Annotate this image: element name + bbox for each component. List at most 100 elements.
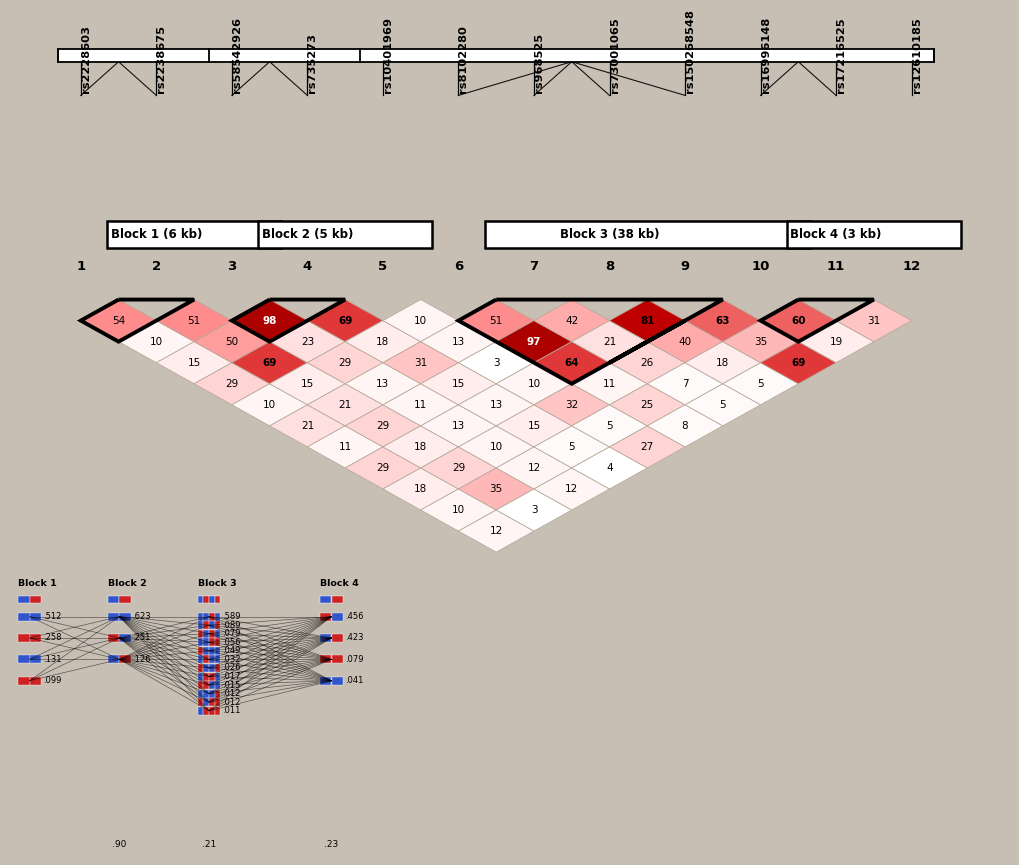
Polygon shape [685,384,760,426]
Text: rs150268548: rs150268548 [685,10,694,93]
Text: 29: 29 [376,463,389,473]
Polygon shape [420,362,495,405]
Polygon shape [647,362,722,405]
Text: 19: 19 [828,336,842,347]
Polygon shape [458,299,534,342]
Polygon shape [534,384,609,426]
Text: .456: .456 [344,612,363,621]
Bar [58,49,933,61]
Text: rs73001065: rs73001065 [609,17,619,93]
Bar [331,596,342,603]
Text: 15: 15 [301,379,314,388]
Bar [18,612,30,620]
Text: .258: .258 [43,633,61,643]
Text: 10: 10 [489,442,502,452]
Bar [209,698,215,706]
Text: .251: .251 [132,633,151,643]
Bar [108,612,119,620]
Bar [209,664,215,672]
Bar [215,630,220,638]
Bar [204,681,209,689]
Polygon shape [344,405,420,447]
Text: 7: 7 [529,260,538,273]
Polygon shape [231,342,307,384]
Bar [30,634,41,642]
Bar [119,612,130,620]
Bar [204,596,209,603]
Text: .012: .012 [222,698,240,707]
Polygon shape [269,405,344,447]
Text: 13: 13 [376,379,389,388]
Bar [204,664,209,672]
Text: rs16996148: rs16996148 [760,17,769,93]
Text: 11: 11 [602,379,615,388]
Text: 15: 15 [451,379,465,388]
Text: 31: 31 [866,316,879,325]
Polygon shape [609,342,685,384]
Bar [198,689,204,698]
Text: 27: 27 [640,442,653,452]
Bar [331,656,342,663]
Bar [215,621,220,629]
Polygon shape [382,468,458,510]
Text: rs2238675: rs2238675 [156,25,166,93]
Text: .079: .079 [222,629,240,638]
Text: 10: 10 [263,400,276,410]
Text: 5: 5 [756,379,763,388]
Polygon shape [722,321,798,362]
Text: 98: 98 [262,316,276,325]
Polygon shape [572,447,647,489]
Polygon shape [382,342,458,384]
Text: 50: 50 [225,336,238,347]
Text: 29: 29 [376,421,389,431]
Polygon shape [81,299,156,342]
Bar [215,707,220,714]
Bar [209,672,215,681]
Bar [209,656,215,663]
Text: 5: 5 [378,260,387,273]
Bar [198,621,204,629]
Text: 21: 21 [338,400,352,410]
Text: 42: 42 [565,316,578,325]
Polygon shape [572,321,647,362]
Text: 10: 10 [150,336,163,347]
Text: 69: 69 [791,358,805,368]
Bar [204,630,209,638]
Polygon shape [382,426,458,468]
Text: Block 2 (5 kb): Block 2 (5 kb) [262,227,353,240]
Text: .032: .032 [222,655,240,664]
Text: .21: .21 [202,841,216,849]
Bar [204,638,209,646]
Bar [108,656,119,663]
Text: 13: 13 [451,421,465,431]
Bar [215,698,220,706]
Bar [215,656,220,663]
Bar [198,664,204,672]
Polygon shape [420,489,495,531]
Polygon shape [194,321,269,362]
Text: 12: 12 [527,463,540,473]
Bar [18,596,30,603]
Bar [30,656,41,663]
Polygon shape [382,384,458,426]
Text: rs968525: rs968525 [534,33,543,93]
Bar [320,634,331,642]
Text: 64: 64 [564,358,579,368]
Text: .089: .089 [222,620,240,630]
Bar [215,647,220,655]
Text: 35: 35 [753,336,766,347]
Polygon shape [420,321,495,362]
Text: Block 4 (3 kb): Block 4 (3 kb) [790,227,880,240]
Bar [215,638,220,646]
Text: 10: 10 [527,379,540,388]
Text: 63: 63 [715,316,730,325]
Text: 26: 26 [640,358,653,368]
Polygon shape [269,362,344,405]
Bar [198,672,204,681]
Text: 3: 3 [227,260,236,273]
Bar [204,621,209,629]
Bar [204,647,209,655]
Text: 1: 1 [76,260,86,273]
Text: .049: .049 [222,646,240,656]
Bar [108,596,119,603]
